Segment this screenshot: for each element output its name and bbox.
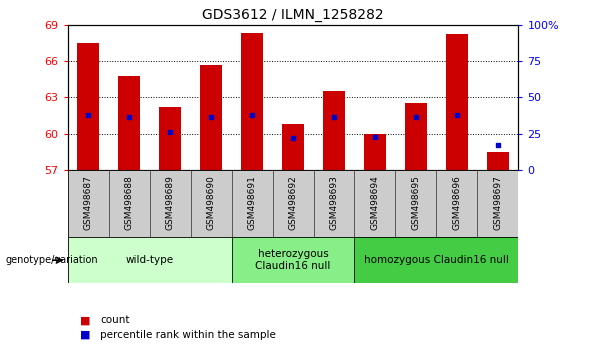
Bar (200, 65, 223, 170)
Text: GSM498693: GSM498693 (329, 175, 339, 230)
Bar (363, 133, 386, 170)
Text: GSM498689: GSM498689 (166, 175, 175, 230)
Text: homozygous Claudin16 null: homozygous Claudin16 null (364, 255, 509, 265)
Title: GDS3612 / ILMN_1258282: GDS3612 / ILMN_1258282 (202, 8, 384, 22)
Bar (487, 152, 509, 170)
Text: GSM498694: GSM498694 (370, 175, 379, 230)
Bar (241, 33, 263, 170)
Bar (446, 34, 468, 170)
Text: ■: ■ (80, 315, 90, 325)
Bar (77, 43, 100, 170)
Bar (323, 91, 345, 170)
Text: genotype/variation: genotype/variation (6, 255, 98, 265)
Text: GSM498695: GSM498695 (411, 175, 421, 230)
Bar (282, 124, 305, 170)
Bar (68, 237, 231, 283)
Text: GSM498692: GSM498692 (289, 175, 297, 230)
Text: GSM498691: GSM498691 (247, 175, 257, 230)
Text: GSM498696: GSM498696 (452, 175, 461, 230)
Bar (231, 237, 355, 283)
Text: count: count (100, 315, 130, 325)
Text: heterozygous
Claudin16 null: heterozygous Claudin16 null (256, 249, 330, 271)
Text: GSM498697: GSM498697 (494, 175, 502, 230)
Bar (405, 103, 427, 170)
Bar (159, 107, 181, 170)
Text: GSM498690: GSM498690 (207, 175, 216, 230)
Bar (355, 237, 518, 283)
Text: ■: ■ (80, 330, 90, 339)
Text: GSM498687: GSM498687 (84, 175, 92, 230)
Bar (118, 76, 140, 170)
Text: wild-type: wild-type (125, 255, 174, 265)
Text: GSM498688: GSM498688 (125, 175, 134, 230)
Text: percentile rank within the sample: percentile rank within the sample (100, 330, 276, 339)
